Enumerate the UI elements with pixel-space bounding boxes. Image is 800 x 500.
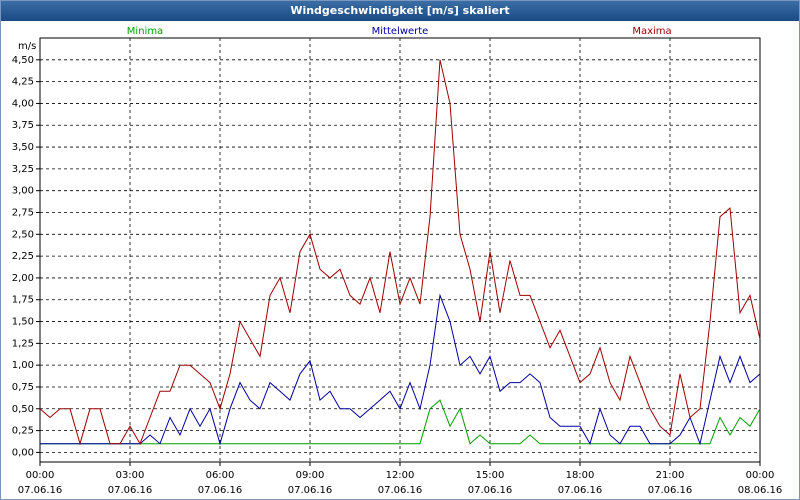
x-tick-date: 07.06.16: [288, 485, 333, 496]
y-tick-label: 4,25: [12, 77, 34, 88]
x-tick-label: 03:00: [116, 470, 145, 481]
y-tick-label: 1,25: [12, 338, 34, 349]
x-tick-label: 12:00: [386, 470, 415, 481]
x-tick-date: 07.06.16: [108, 485, 153, 496]
x-tick-label: 00:00: [746, 470, 775, 481]
y-tick-label: 3,50: [12, 142, 34, 153]
x-tick-label: 09:00: [296, 470, 325, 481]
title-bar: [1, 1, 799, 21]
x-tick-date: 07.06.16: [378, 485, 423, 496]
x-tick-date: 07.06.16: [18, 485, 63, 496]
y-axis-label: m/s: [18, 41, 36, 52]
x-tick-label: 18:00: [566, 470, 595, 481]
y-tick-label: 4,50: [12, 55, 34, 66]
x-tick-date: 08.06.16: [738, 485, 783, 496]
y-tick-label: 3,75: [12, 120, 34, 131]
y-tick-label: 2,00: [12, 273, 34, 284]
legend-label: Minima: [127, 26, 163, 37]
y-tick-label: 2,75: [12, 207, 34, 218]
x-tick-label: 21:00: [656, 470, 685, 481]
x-tick-date: 07.06.16: [648, 485, 693, 496]
x-tick-label: 06:00: [206, 470, 235, 481]
legend-label: Maxima: [632, 26, 671, 37]
x-tick-label: 00:00: [26, 470, 55, 481]
y-tick-label: 4,00: [12, 98, 34, 109]
y-tick-label: 1,00: [12, 360, 34, 371]
y-tick-label: 0,75: [12, 382, 34, 393]
series-line: [40, 293, 761, 446]
y-tick-label: 2,50: [12, 229, 34, 240]
y-tick-label: 0,50: [12, 404, 34, 415]
y-tick-label: 3,00: [12, 186, 34, 197]
y-tick-label: 1,75: [12, 295, 34, 306]
y-tick-label: 0,00: [12, 447, 34, 458]
y-tick-label: 3,25: [12, 164, 34, 175]
plot-border: [39, 37, 761, 463]
x-tick-date: 07.06.16: [558, 485, 603, 496]
y-tick-label: 2,25: [12, 251, 34, 262]
x-tick-date: 07.06.16: [198, 485, 243, 496]
y-tick-label: 1,50: [12, 317, 34, 328]
y-tick-label: 0,25: [12, 426, 34, 437]
series-line: [39, 59, 761, 446]
legend-label: Mittelwerte: [372, 26, 429, 37]
x-tick-label: 15:00: [476, 470, 505, 481]
chart-title: Windgeschwindigkeit [m/s] skaliert: [290, 4, 509, 17]
x-tick-date: 07.06.16: [468, 485, 513, 496]
